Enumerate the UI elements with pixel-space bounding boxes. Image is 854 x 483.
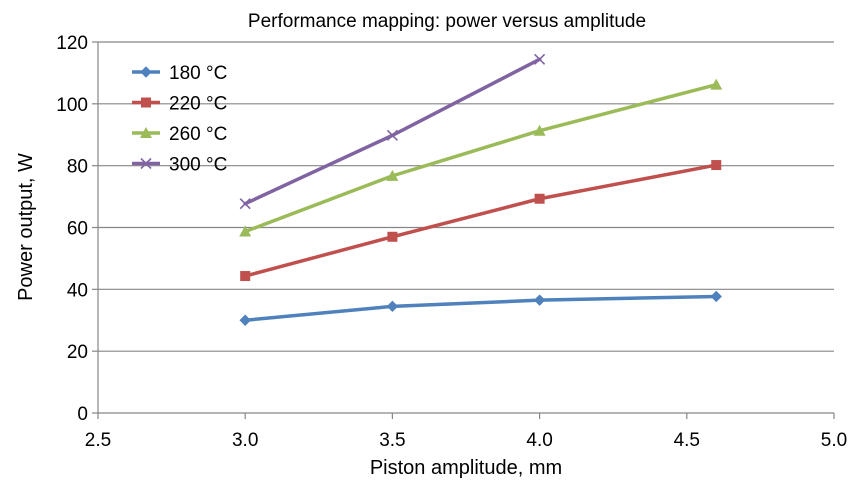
series-line (243, 163, 718, 278)
x-axis-title: Piston amplitude, mm (370, 457, 562, 479)
legend-label: 300 °C (169, 155, 227, 176)
data-point-marker (141, 97, 151, 108)
x-tick-label: 2.5 (85, 430, 111, 451)
x-tick-label: 3.0 (232, 430, 258, 451)
series-layer (239, 53, 723, 326)
legend-label: 180 °C (169, 63, 227, 84)
data-point-marker (387, 231, 398, 242)
series-line (243, 294, 718, 322)
legend-item: 300 °C (132, 155, 227, 176)
data-point-marker (710, 78, 723, 90)
x-tick-label: 3.5 (379, 430, 405, 451)
axes (97, 42, 834, 414)
gridlines (92, 41, 835, 419)
y-tick-labels: 0 20 40 60 80 100 120 (56, 33, 88, 425)
legend-item: 220 °C (132, 94, 227, 115)
series-line (243, 57, 542, 206)
data-point-marker (140, 127, 152, 138)
y-tick-label: 100 (56, 95, 88, 116)
legend-item: 260 °C (132, 124, 227, 145)
x-tick-label: 4.5 (674, 430, 700, 451)
data-point-marker (386, 129, 398, 141)
y-tick-label: 80 (67, 157, 88, 178)
data-point-marker (533, 294, 546, 306)
x-tick-label: 5.0 (821, 430, 847, 451)
data-point-marker (534, 53, 546, 65)
legend-label: 220 °C (169, 94, 227, 115)
y-tick-label: 60 (67, 219, 88, 240)
x-tick-label: 4.0 (526, 430, 552, 451)
data-point-marker (140, 157, 152, 170)
data-point-marker (534, 193, 545, 204)
series-3 (239, 53, 546, 210)
data-point-marker (710, 290, 722, 303)
data-point-marker (240, 271, 251, 282)
data-point-marker (533, 124, 546, 136)
chart-title: Performance mapping: power versus amplit… (248, 11, 646, 32)
series-2 (239, 78, 723, 237)
legend: 180 °C 220 °C 260 °C 300 °C (132, 63, 227, 176)
series-line (243, 82, 718, 234)
data-point-marker (386, 169, 399, 181)
y-tick-label: 0 (77, 404, 88, 425)
legend-label: 260 °C (169, 124, 227, 145)
y-tick-label: 20 (67, 342, 88, 363)
y-tick-label: 40 (67, 280, 88, 301)
data-point-marker (239, 314, 251, 326)
y-tick-label: 120 (56, 33, 88, 54)
data-point-marker (386, 300, 399, 313)
series-0 (239, 290, 722, 326)
series-1 (240, 160, 722, 282)
y-axis-title: Power output, W (15, 153, 37, 301)
legend-item: 180 °C (132, 63, 227, 84)
data-point-marker (711, 160, 722, 171)
data-point-marker (239, 225, 252, 237)
data-point-marker (239, 198, 251, 210)
data-point-marker (140, 66, 152, 78)
x-tick-labels: 2.5 3.0 3.5 4.0 4.5 5.0 (85, 430, 847, 451)
